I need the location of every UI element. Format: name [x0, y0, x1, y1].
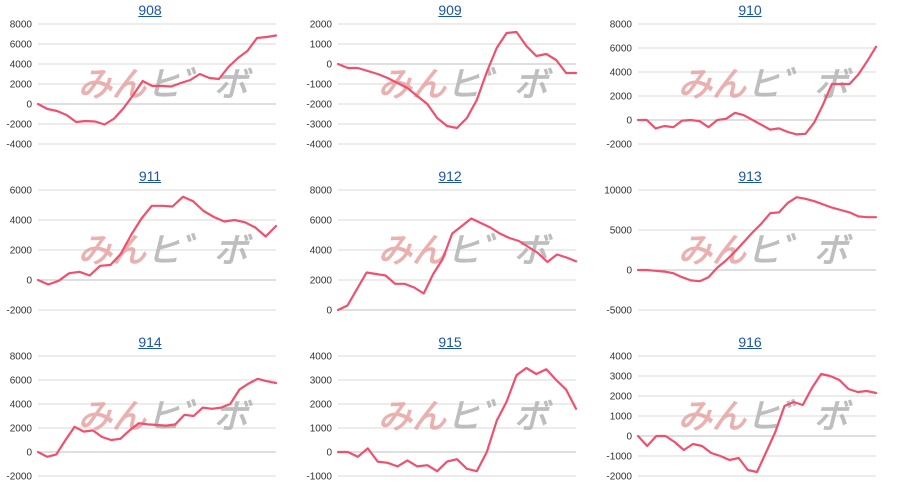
y-tick-label: -5000 — [606, 306, 632, 317]
chart-svg: -2000 0 2000 4000 6000 8000 みんヒ゛ボ — [606, 20, 878, 151]
logo-watermark-icon: みんヒ゛ボ — [678, 231, 853, 271]
chart-title-link[interactable]: 910 — [738, 2, 762, 18]
chart-title-link[interactable]: 912 — [438, 168, 462, 184]
y-tick-label: 1000 — [610, 412, 633, 423]
chart-svg: -2000 -1000 0 1000 2000 3000 4000 みんヒ゛ボ — [606, 352, 878, 483]
y-tick-label: 2000 — [310, 400, 333, 411]
chart-title-link[interactable]: 911 — [138, 168, 162, 184]
y-tick-label: -1000 — [306, 472, 332, 483]
y-tick-label: 0 — [326, 306, 332, 317]
y-tick-label: 8000 — [10, 20, 33, 31]
y-tick-label: 4000 — [310, 352, 333, 363]
y-tick-label: 2000 — [10, 424, 33, 435]
logo-watermark-icon: みんヒ゛ボ — [78, 397, 253, 437]
series-line — [36, 34, 278, 126]
chart-svg: -4000 -2000 0 2000 4000 6000 8000 みんヒ゛ボ — [6, 20, 278, 151]
logo-watermark-icon: みんヒ゛ボ — [678, 65, 853, 105]
series-line — [36, 195, 278, 286]
y-tick-label: 10000 — [604, 186, 632, 197]
y-tick-label: -4000 — [6, 140, 32, 151]
chart-svg: -1000 0 1000 2000 3000 4000 みんヒ゛ボ — [306, 352, 578, 483]
y-tick-label: 0 — [626, 266, 632, 277]
chart-panel-914: 914 -2000 0 2000 4000 6000 8000 みんヒ゛ボ — [0, 332, 300, 498]
y-tick-label: 4000 — [610, 68, 633, 79]
y-tick-label: 4000 — [10, 60, 33, 71]
series-line — [336, 30, 578, 130]
chart-title-link[interactable]: 908 — [138, 2, 162, 18]
y-tick-label: -2000 — [606, 140, 632, 151]
series-line — [636, 372, 878, 474]
y-tick-label: -2000 — [6, 306, 32, 317]
chart-panel-916: 916 -2000 -1000 0 1000 2000 3000 4000 みんヒ゛ボ — [600, 332, 900, 498]
y-tick-label: -4000 — [306, 140, 332, 151]
chart-title-link[interactable]: 914 — [138, 334, 162, 350]
chart-panel-911: 911 -2000 0 2000 4000 6000 みんヒ゛ボ — [0, 166, 300, 332]
y-tick-label: 1000 — [310, 40, 333, 51]
y-tick-label: -1000 — [306, 80, 332, 91]
chart-title-link[interactable]: 915 — [438, 334, 462, 350]
y-tick-label: 0 — [26, 448, 32, 459]
chart-svg: 0 2000 4000 6000 8000 みんヒ゛ボ — [310, 186, 578, 317]
y-tick-label: 1000 — [310, 424, 333, 435]
y-tick-label: 4000 — [10, 216, 33, 227]
chart-svg: -2000 0 2000 4000 6000 8000 みんヒ゛ボ — [6, 352, 278, 483]
y-tick-label: 8000 — [10, 352, 33, 363]
y-tick-label: 6000 — [10, 40, 33, 51]
y-tick-label: -2000 — [606, 472, 632, 483]
y-tick-label: 0 — [26, 100, 32, 111]
y-tick-label: -2000 — [6, 120, 32, 131]
logo-watermark-icon: みんヒ゛ボ — [78, 65, 253, 105]
series-line — [336, 366, 578, 473]
logo-watermark-icon: みんヒ゛ボ — [378, 65, 553, 105]
chart-svg: -4000 -3000 -2000 -1000 0 1000 2000 みんヒ゛ボ — [306, 20, 578, 151]
y-tick-label: -3000 — [306, 120, 332, 131]
y-tick-label: 0 — [626, 432, 632, 443]
y-tick-label: 0 — [626, 116, 632, 127]
chart-panel-912: 912 0 2000 4000 6000 8000 みんヒ゛ボ — [300, 166, 600, 332]
y-tick-label: 2000 — [310, 20, 333, 31]
logo-watermark-icon: みんヒ゛ボ — [378, 397, 553, 437]
series-line — [636, 45, 878, 136]
y-tick-label: 6000 — [610, 44, 633, 55]
y-tick-label: -2000 — [6, 472, 32, 483]
y-tick-label: 8000 — [610, 20, 633, 31]
series-line — [336, 217, 578, 312]
y-tick-label: 2000 — [610, 92, 633, 103]
y-tick-label: 2000 — [10, 246, 33, 257]
y-tick-label: 5000 — [610, 226, 633, 237]
y-tick-label: 2000 — [310, 276, 333, 287]
y-tick-label: 4000 — [310, 246, 333, 257]
series-line — [36, 377, 278, 458]
y-tick-label: -2000 — [306, 100, 332, 111]
logo-watermark-icon: みんヒ゛ボ — [678, 397, 853, 437]
y-tick-label: 4000 — [610, 352, 633, 363]
y-tick-label: 0 — [326, 448, 332, 459]
y-tick-label: 6000 — [10, 376, 33, 387]
y-tick-label: 3000 — [310, 376, 333, 387]
chart-title-link[interactable]: 916 — [738, 334, 762, 350]
y-tick-label: 8000 — [310, 186, 333, 197]
chart-panel-908: 908 -4000 -2000 0 2000 4000 6000 8000 みんヒ゛ボ — [0, 0, 300, 166]
y-tick-label: 2000 — [610, 392, 633, 403]
y-tick-label: 6000 — [310, 216, 333, 227]
chart-svg: -5000 0 5000 10000 みんヒ゛ボ — [604, 186, 878, 317]
y-tick-label: 2000 — [10, 80, 33, 91]
logo-watermark-icon: みんヒ゛ボ — [378, 231, 553, 271]
chart-title-link[interactable]: 913 — [738, 168, 762, 184]
y-tick-label: 0 — [326, 60, 332, 71]
chart-title-link[interactable]: 909 — [438, 2, 462, 18]
series-line — [636, 196, 878, 283]
y-tick-label: 0 — [26, 276, 32, 287]
y-tick-label: 4000 — [10, 400, 33, 411]
chart-panel-910: 910 -2000 0 2000 4000 6000 8000 みんヒ゛ボ — [600, 0, 900, 166]
chart-panel-913: 913 -5000 0 5000 10000 みんヒ゛ボ — [600, 166, 900, 332]
chart-panel-915: 915 -1000 0 1000 2000 3000 4000 みんヒ゛ボ — [300, 332, 600, 498]
y-tick-label: 6000 — [10, 186, 33, 197]
y-tick-label: 3000 — [610, 372, 633, 383]
y-tick-label: -1000 — [606, 452, 632, 463]
chart-panel-909: 909 -4000 -3000 -2000 -1000 0 1000 2000 みんヒ゛ボ — [300, 0, 600, 166]
